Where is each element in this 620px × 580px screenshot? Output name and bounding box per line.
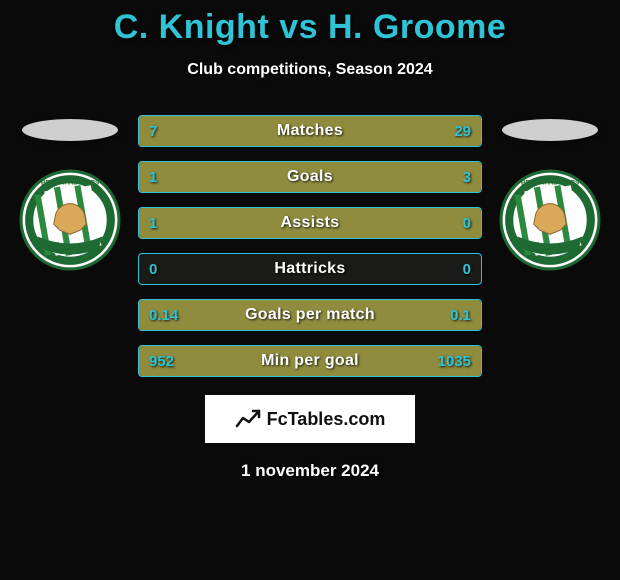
fctables-logo-icon (235, 408, 261, 430)
page-subtitle: Club competitions, Season 2024 (187, 61, 432, 79)
stat-bar-right (225, 162, 482, 192)
player-right-silhouette-shadow (502, 119, 598, 141)
stat-row-matches: Matches729 (138, 115, 482, 147)
stat-bar-left (139, 116, 205, 146)
club-badge-right: BRAY WANDERERS (499, 169, 601, 276)
stat-label: Hattricks (139, 260, 481, 278)
stat-value-left: 0 (149, 261, 157, 278)
stat-bar-left (139, 208, 481, 238)
stat-value-right: 0 (463, 261, 471, 278)
club-badge-left: BRAY WANDERERS (19, 169, 121, 276)
stat-bar-right (338, 300, 481, 330)
svg-text:BRAY WANDERERS: BRAY WANDERERS (521, 179, 579, 186)
page-title: C. Knight vs H. Groome (114, 8, 507, 47)
stat-row-gpm: Goals per match0.140.1 (138, 299, 482, 331)
date-line: 1 november 2024 (241, 461, 379, 481)
stat-bar-left (139, 300, 338, 330)
player-left-silhouette-shadow (22, 119, 118, 141)
stat-row-assists: Assists10 (138, 207, 482, 239)
stat-bar-right (303, 346, 481, 376)
player-right-column: BRAY WANDERERS (490, 115, 610, 276)
bray-wanderers-badge-icon: BRAY WANDERERS (499, 169, 601, 271)
comparison-row: BRAY WANDERERS Matches729 Goals13 Assists1… (0, 115, 620, 377)
branding-text: FcTables.com (267, 409, 386, 430)
stat-bar-left (139, 346, 303, 376)
svg-text:BRAY WANDERERS: BRAY WANDERERS (41, 179, 99, 186)
stat-bar-right (205, 116, 481, 146)
branding-banner: FcTables.com (205, 395, 415, 443)
stat-bar-left (139, 162, 225, 192)
bray-wanderers-badge-icon: BRAY WANDERERS (19, 169, 121, 271)
stat-row-goals: Goals13 (138, 161, 482, 193)
stats-column: Matches729 Goals13 Assists10 Hattricks0 0 Goa… (130, 115, 490, 377)
stat-row-mpg: Min per goal9521035 (138, 345, 482, 377)
player-left-column: BRAY WANDERERS (10, 115, 130, 276)
stat-row-hattricks: Hattricks0 0 (138, 253, 482, 285)
